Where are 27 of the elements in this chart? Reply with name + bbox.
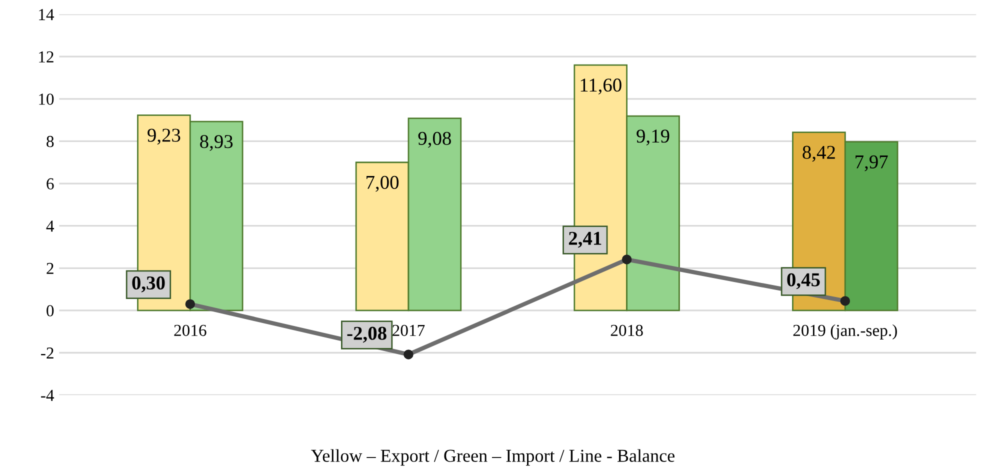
data-label: 2,41	[568, 232, 602, 248]
data-label: -2,08	[347, 326, 386, 343]
y-tick-label: -4	[41, 390, 54, 401]
y-tick-label: -2	[41, 348, 54, 359]
data-label: 8,93	[200, 135, 233, 151]
y-tick-label: 6	[46, 178, 54, 190]
data-label: 8,42	[802, 146, 835, 162]
x-tick-label: 2019 (jan.-sep.)	[793, 324, 897, 340]
y-tick-label: 8	[46, 136, 54, 148]
data-label: 7,00	[366, 176, 399, 192]
data-label: 9,23	[148, 128, 180, 145]
x-tick-label: 2017	[392, 324, 425, 336]
data-label: 9,19	[636, 130, 670, 146]
y-tick-label: 0	[46, 305, 54, 316]
text: Yellow – Export / Green – Import / Line - Balance	[311, 449, 674, 466]
y-tick-label: 2	[46, 262, 54, 274]
x-tick-label: 2018	[610, 324, 643, 336]
y-tick-label: 12	[39, 51, 54, 62]
data-label: 7,97	[856, 155, 888, 172]
y-tick-label: 14	[39, 9, 54, 20]
data-label: 0,45	[787, 273, 820, 290]
y-tick-label: 4	[46, 220, 54, 232]
x-tick-label: 2016	[174, 324, 206, 336]
data-label: 0,30	[132, 276, 165, 292]
data-label: 9,08	[418, 132, 451, 148]
data-label: 11,60	[580, 78, 622, 94]
y-tick-label: 10	[39, 94, 54, 105]
